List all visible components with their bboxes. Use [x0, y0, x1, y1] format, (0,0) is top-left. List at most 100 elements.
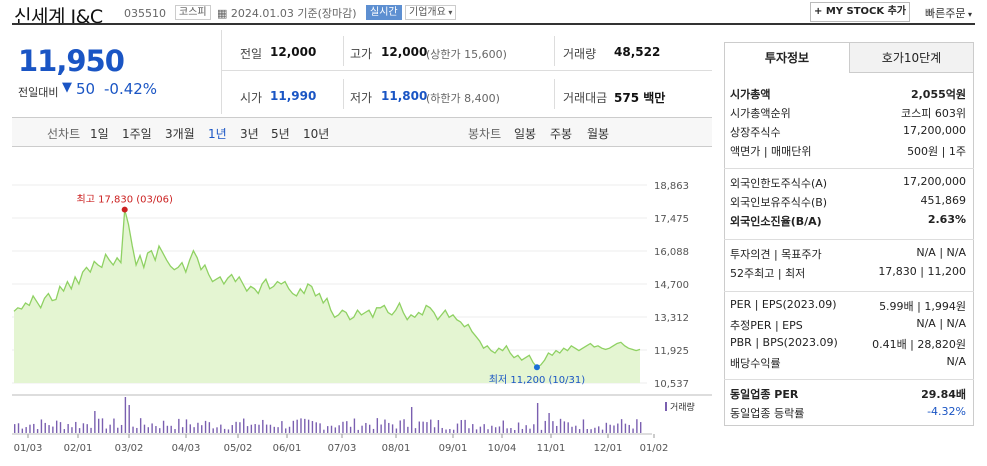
- volume-bar: [52, 426, 54, 433]
- tab-period-1w[interactable]: 1주일: [122, 127, 152, 141]
- price-change: 50: [76, 80, 96, 98]
- volume-bar: [510, 428, 512, 433]
- volume-bar: [124, 397, 127, 433]
- tab-period-1y[interactable]: 1년: [208, 127, 227, 141]
- panel-row: 투자의견 | 목표주가 N/A | N/A: [730, 246, 966, 265]
- low-value: 11,800: [381, 89, 428, 103]
- tab-period-5y[interactable]: 5년: [271, 127, 290, 141]
- volume-bar: [285, 428, 287, 433]
- volume-bar: [75, 421, 77, 433]
- volume-bar: [281, 421, 283, 433]
- volume-bar: [262, 419, 264, 433]
- panel-row-value: 17,200,000: [903, 124, 966, 137]
- volume-bar: [426, 422, 428, 433]
- panel-row-label: 외국인한도주식수(A): [730, 177, 828, 190]
- realtime-button[interactable]: 실시간: [366, 5, 402, 20]
- y-tick-label: 14,700: [654, 280, 689, 291]
- volume-bar: [227, 429, 230, 433]
- volume-bar: [494, 427, 497, 433]
- volume-bar: [380, 424, 382, 433]
- volume-bar: [418, 421, 421, 433]
- high-label: 고가: [350, 47, 373, 61]
- compare-label: 전일대비: [18, 86, 59, 99]
- volume-bar: [143, 424, 146, 433]
- volume-bar: [25, 427, 27, 433]
- x-tick-label: 10/04: [488, 443, 517, 454]
- volume-bar: [502, 420, 504, 433]
- panel-row-label: 투자의견 | 목표주가: [730, 248, 822, 261]
- volume-bar: [189, 424, 191, 433]
- volume-bar: [598, 426, 600, 433]
- volume-bar: [472, 424, 474, 433]
- y-tick-label: 18,863: [654, 181, 689, 192]
- company-overview-button[interactable]: 기업개요 ▾: [405, 5, 457, 20]
- tab-period-1d[interactable]: 1일: [90, 127, 109, 141]
- volume-bar: [117, 427, 119, 433]
- tab-quote-10[interactable]: 호가10단계: [849, 43, 973, 73]
- tab-period-10y[interactable]: 10년: [303, 127, 330, 141]
- volume-bar: [407, 426, 409, 433]
- volume-bar: [640, 422, 642, 433]
- volume-bar: [208, 422, 211, 433]
- panel-row-label: 52주최고 | 최저: [730, 267, 806, 280]
- volume-bar: [514, 429, 516, 433]
- volume-bar: [452, 429, 455, 433]
- panel-row-value: 17,200,000: [903, 175, 966, 188]
- x-tick-label: 01/03: [14, 443, 43, 454]
- x-tick-label: 02/01: [64, 443, 93, 454]
- volume-bar: [384, 419, 386, 433]
- x-tick-label: 01/02: [640, 443, 669, 454]
- volume-bar: [388, 422, 390, 433]
- volume-bar: [204, 420, 207, 433]
- panel-row: PBR | BPS(2023.09) 0.41배 | 28,820원: [730, 336, 966, 355]
- volume-bar: [399, 420, 401, 433]
- volume-bar: [590, 429, 592, 433]
- volume-bar: [193, 427, 195, 433]
- volume-legend-swatch: [665, 402, 667, 411]
- panel-row-label: 외국인소진율(B/A): [730, 215, 822, 228]
- company-overview-label: 기업개요: [409, 7, 446, 18]
- panel-row: 외국인보유주식수(B) 451,869: [730, 194, 966, 213]
- investment-info-panel: [724, 42, 974, 426]
- volume-bar: [357, 429, 359, 433]
- panel-row-value: 2.63%: [927, 213, 966, 226]
- volume-bar: [567, 422, 569, 433]
- volume-bar: [430, 419, 432, 433]
- volume-bar: [628, 424, 630, 433]
- x-tick-label: 04/03: [172, 443, 201, 454]
- volume-bar: [460, 420, 462, 433]
- x-tick-label: 08/01: [382, 443, 411, 454]
- x-tick-label: 07/03: [328, 443, 357, 454]
- volume-bar: [201, 425, 203, 433]
- volume-bar: [594, 427, 596, 433]
- volume-bar: [258, 424, 260, 433]
- y-tick-label: 13,312: [654, 313, 689, 324]
- volume-bar: [609, 424, 611, 433]
- tab-period-3m[interactable]: 3개월: [165, 127, 195, 141]
- volume-bar: [475, 429, 478, 433]
- panel-row-value: N/A | N/A: [916, 246, 966, 259]
- volume-bar: [323, 429, 325, 433]
- mystock-add-button[interactable]: + MY STOCK 추가: [810, 2, 910, 22]
- tab-investment-info[interactable]: 투자정보: [725, 43, 849, 73]
- volume-bar: [624, 423, 627, 433]
- volume-bar: [498, 426, 501, 433]
- panel-row-label: 상장주식수: [730, 126, 781, 139]
- stock-code: 035510: [124, 7, 166, 20]
- panel-row: 추정PER | EPS N/A | N/A: [730, 317, 966, 336]
- tab-period-3y[interactable]: 3년: [240, 127, 259, 141]
- volume-bar: [617, 423, 619, 433]
- lower-limit: (하한가 8,400): [426, 92, 500, 105]
- tab-candle-monthly[interactable]: 월봉: [587, 127, 610, 141]
- tab-candle-weekly[interactable]: 주봉: [550, 127, 573, 141]
- divider: [221, 30, 222, 114]
- volume-bar: [529, 428, 531, 433]
- panel-row-label: PBR | BPS(2023.09): [730, 336, 838, 349]
- volume-bar: [327, 426, 329, 433]
- tab-candle-daily[interactable]: 일봉: [514, 127, 537, 141]
- date-label: 2024.01.03 기준(장마감): [230, 7, 357, 20]
- quick-order-button[interactable]: 빠른주문 ▾: [925, 5, 972, 21]
- prev-close-label: 전일: [240, 47, 263, 61]
- panel-rows: 시가총액 2,055억원 시가총액순위 코스피 603위 상장주식수 17,200,000…: [724, 80, 974, 426]
- volume-bar: [632, 428, 634, 433]
